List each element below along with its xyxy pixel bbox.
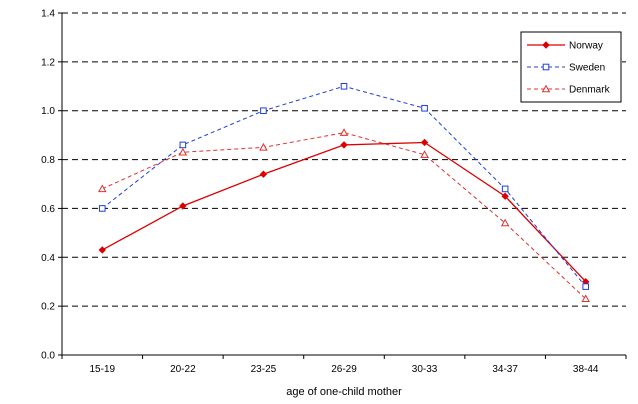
x-tick-label-20-22: 20-22	[170, 364, 196, 375]
x-tick-label-26-29: 26-29	[331, 364, 357, 375]
y-tick-label-1: 0.2	[41, 302, 55, 313]
x-tick-label-38-44: 38-44	[573, 364, 599, 375]
point-sweden-23-25	[260, 107, 267, 115]
y-tick-label-0: 0.0	[41, 351, 55, 362]
legend-marker-norway	[542, 41, 550, 49]
y-tick-label-4: 0.8	[41, 155, 55, 166]
series-sweden	[98, 82, 590, 290]
legend: Norway Sweden Denmark	[520, 31, 622, 103]
point-sweden-15-19	[98, 205, 106, 212]
y-tick-label-6: 1.2	[41, 57, 55, 68]
legend-label-sweden: Sweden	[569, 63, 605, 74]
point-norway-34-37	[501, 192, 509, 200]
point-denmark-15-19	[98, 184, 107, 193]
point-denmark-20-22	[178, 147, 188, 156]
x-tick-labels: 15-19 20-22 23-25 26-29 30-33 34-37 38-44	[89, 364, 598, 375]
series-line-sweden	[101, 85, 587, 287]
point-norway-23-25	[259, 170, 268, 178]
y-tick-label-5: 1.0	[41, 106, 55, 117]
point-sweden-26-29	[340, 82, 348, 90]
x-tick-label-15-19: 15-19	[89, 364, 115, 375]
point-norway-20-22	[179, 202, 187, 210]
x-tick-label-34-37: 34-37	[492, 364, 518, 375]
series-line-denmark	[102, 132, 587, 300]
point-sweden-30-33	[421, 104, 428, 112]
y-tick-label-3: 0.6	[41, 204, 55, 215]
legend-label-denmark: Denmark	[569, 85, 611, 96]
y-tick-label-7: 1.4	[41, 9, 55, 20]
x-axis-title: age of one-child mother	[286, 386, 402, 398]
series-group	[98, 82, 590, 303]
point-norway-30-33	[420, 138, 429, 147]
y-tick-labels: 0.0 0.2 0.4 0.6 0.8 1.0 1.2 1.4	[41, 9, 55, 362]
point-denmark-34-37	[500, 218, 510, 227]
gridlines	[62, 12, 626, 307]
point-norway-26-29	[340, 141, 348, 149]
point-sweden-38-44	[582, 283, 590, 290]
series-norway	[98, 138, 590, 286]
legend-label-norway: Norway	[569, 41, 603, 52]
point-norway-15-19	[98, 246, 106, 254]
point-denmark-38-44	[581, 294, 590, 303]
point-sweden-34-37	[501, 185, 509, 193]
series-denmark	[98, 128, 590, 303]
point-denmark-30-33	[420, 150, 429, 158]
legend-box	[520, 31, 622, 103]
legend-marker-denmark	[541, 84, 551, 93]
point-denmark-23-25	[259, 142, 268, 151]
y-tick-label-2: 0.4	[41, 253, 55, 264]
x-tick-label-23-25: 23-25	[251, 364, 277, 375]
series-line-norway	[101, 141, 587, 283]
axes	[58, 12, 627, 359]
point-denmark-26-29	[339, 128, 349, 136]
point-sweden-20-22	[179, 141, 187, 149]
legend-marker-sweden	[542, 63, 550, 71]
x-tick-label-30-33: 30-33	[412, 364, 438, 375]
